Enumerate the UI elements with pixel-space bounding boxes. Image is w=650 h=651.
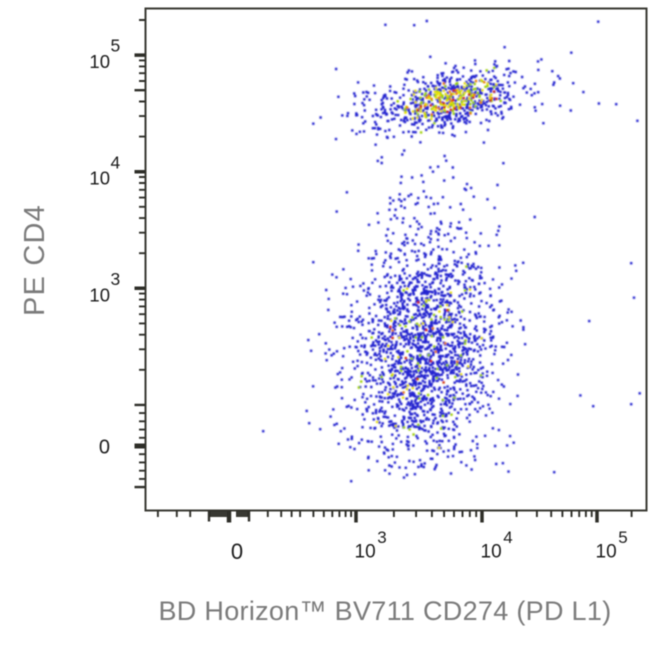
svg-text:3: 3: [377, 528, 386, 547]
svg-text:10: 10: [481, 542, 502, 563]
svg-text:10: 10: [89, 51, 110, 72]
svg-text:10: 10: [89, 284, 110, 305]
svg-text:10: 10: [355, 542, 376, 563]
svg-text:PE CD4: PE CD4: [19, 204, 51, 316]
svg-text:BD Horizon™ BV711 CD274 (PD L1: BD Horizon™ BV711 CD274 (PD L1): [159, 596, 612, 626]
svg-text:10: 10: [89, 168, 110, 189]
svg-text:0: 0: [231, 539, 243, 564]
svg-text:5: 5: [111, 36, 121, 56]
svg-text:0: 0: [99, 436, 110, 458]
svg-text:3: 3: [111, 269, 121, 289]
svg-text:10: 10: [596, 542, 617, 563]
svg-text:4: 4: [111, 152, 121, 172]
svg-text:4: 4: [503, 528, 512, 547]
svg-text:5: 5: [618, 528, 627, 547]
